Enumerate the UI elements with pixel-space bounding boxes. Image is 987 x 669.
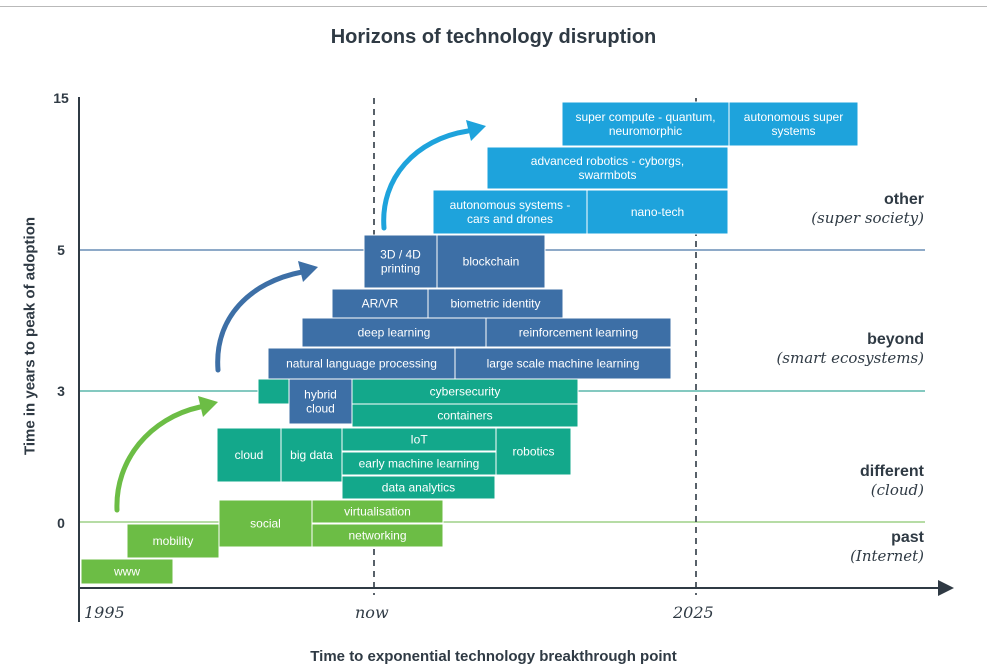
zone-past-sub: (Internet) bbox=[850, 547, 924, 565]
block-label-autonomous-super-systems: autonomous super systems bbox=[744, 110, 843, 138]
block-label-iot: IoT bbox=[410, 433, 428, 447]
block-label-containers: containers bbox=[437, 409, 492, 423]
y-tick-0: 0 bbox=[57, 515, 65, 531]
block-label-www: www bbox=[113, 565, 140, 579]
top-rule bbox=[0, 6, 987, 7]
block-label-blockchain: blockchain bbox=[463, 255, 520, 269]
block-data-analytics bbox=[341, 475, 496, 500]
zone-beyond: beyond (smart ecosystems) bbox=[776, 331, 924, 367]
y-tick-15: 15 bbox=[53, 90, 69, 106]
block-www bbox=[80, 558, 174, 585]
block-label-ar-vr: AR/VR bbox=[362, 297, 399, 311]
block-label-networking: networking bbox=[348, 529, 406, 543]
zone-other: other (super society) bbox=[811, 191, 924, 227]
block-robotics bbox=[495, 427, 572, 476]
block-networking bbox=[311, 523, 444, 548]
zone-beyond-sub: (smart ecosystems) bbox=[776, 349, 924, 367]
block-social bbox=[218, 499, 313, 548]
block-reinforcement-learning bbox=[485, 317, 672, 348]
x-axis-arrowhead bbox=[938, 580, 954, 596]
block-label-big-data: big data bbox=[290, 448, 333, 462]
block-autonomous-systems-cars-and-drones bbox=[432, 189, 588, 235]
block-autonomous-super-systems bbox=[728, 101, 859, 147]
zone-past: past (Internet) bbox=[850, 529, 924, 565]
block-large-scale-machine-learning bbox=[454, 347, 672, 380]
zone-different-sub: (cloud) bbox=[870, 481, 924, 499]
block-spacer bbox=[257, 378, 290, 405]
zone-past-name: past bbox=[891, 529, 924, 546]
axes bbox=[78, 97, 954, 622]
block-label-cybersecurity: cybersecurity bbox=[430, 385, 501, 399]
arrowhead-icon bbox=[298, 261, 318, 282]
x-tick-now: now bbox=[355, 603, 389, 622]
block-label-hybrid-cloud: hybrid cloud bbox=[304, 388, 337, 416]
diagram-title: Horizons of technology disruption bbox=[330, 26, 657, 48]
block-label-autonomous-systems-cars-and-drones: autonomous systems -cars and drones bbox=[450, 198, 571, 226]
block-label-biometric-identity: biometric identity bbox=[450, 297, 540, 311]
zone-different: different (cloud) bbox=[860, 463, 924, 499]
y-tick-3: 3 bbox=[57, 383, 65, 399]
block-biometric-identity bbox=[427, 288, 564, 319]
block-label-social: social bbox=[250, 517, 281, 531]
block-label-advanced-robotics-cyborgs-swarmbots: advanced robotics - cyborgs, swarmbots bbox=[531, 154, 684, 182]
block-label-virtualisation: virtualisation bbox=[344, 505, 411, 519]
arrowhead-icon bbox=[198, 396, 218, 417]
block-hybrid-cloud bbox=[288, 378, 353, 425]
arrows bbox=[114, 120, 486, 513]
block-deep-learning bbox=[301, 317, 487, 348]
block-nano-tech bbox=[586, 189, 729, 235]
block-label-deep-learning: deep learning bbox=[358, 326, 431, 340]
block-advanced-robotics-cyborgs-swarmbots bbox=[486, 146, 729, 190]
curved-arrow-icon bbox=[215, 269, 305, 373]
curved-arrow-icon bbox=[114, 404, 203, 513]
block-cloud bbox=[216, 427, 282, 483]
arrowhead-icon bbox=[466, 120, 486, 141]
y-tick-5: 5 bbox=[57, 242, 65, 258]
block-virtualisation bbox=[311, 499, 444, 524]
curved-arrow-icon bbox=[381, 128, 471, 231]
technology-blocks: www mobility social virtualisation networkin… bbox=[80, 101, 859, 585]
block-blockchain bbox=[436, 234, 546, 289]
zone-other-name: other bbox=[884, 191, 924, 208]
block-big-data bbox=[280, 427, 343, 483]
block-containers bbox=[351, 403, 579, 428]
block-natural-language-processing bbox=[267, 347, 456, 380]
x-tick-1995: 1995 bbox=[84, 603, 125, 622]
block-label-nano-tech: nano-tech bbox=[631, 205, 684, 219]
block-label-super-compute-quantum-neuromorphic: super compute - quantum, neuromorphic bbox=[575, 110, 715, 138]
block-label-robotics: robotics bbox=[512, 445, 554, 459]
block-label-3d-4d-printing: 3D / 4D printing bbox=[380, 248, 421, 276]
x-axis-label: Time to exponential technology breakthro… bbox=[310, 648, 677, 665]
block-label-natural-language-processing: natural language processing bbox=[286, 357, 437, 371]
block-label-cloud: cloud bbox=[235, 448, 264, 462]
zone-other-sub: (super society) bbox=[811, 209, 924, 227]
block-label-large-scale-machine-learning: large scale machine learning bbox=[487, 357, 640, 371]
zone-beyond-name: beyond bbox=[867, 331, 924, 348]
block-label-data-analytics: data analytics bbox=[382, 481, 455, 495]
block-label-early-machine-learning: early machine learning bbox=[359, 457, 480, 471]
x-tick-2025: 2025 bbox=[673, 603, 714, 622]
block-ar-vr bbox=[331, 288, 429, 319]
zone-different-name: different bbox=[860, 463, 924, 480]
block-label-mobility: mobility bbox=[153, 534, 194, 548]
block-label-reinforcement-learning: reinforcement learning bbox=[519, 326, 638, 340]
block-3d-4d-printing bbox=[363, 234, 438, 289]
y-axis-label: Time in years to peak of adoption bbox=[21, 216, 39, 456]
